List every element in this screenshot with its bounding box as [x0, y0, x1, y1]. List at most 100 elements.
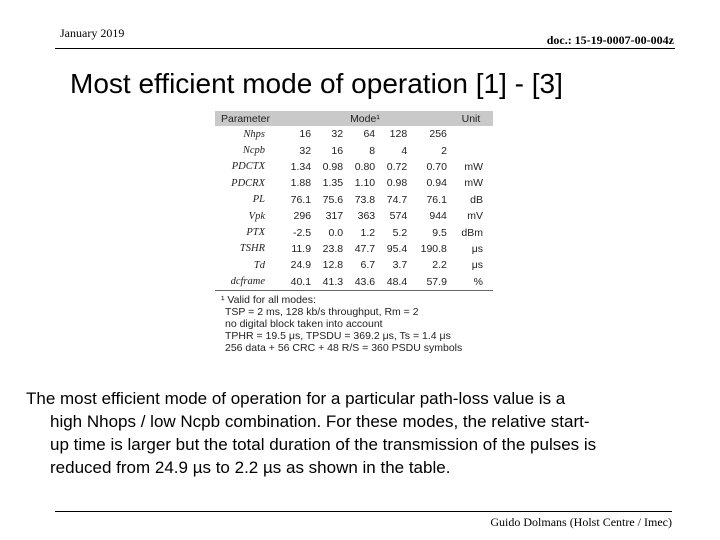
table-cell-value: 2	[441, 144, 447, 157]
table-cell-value: 944	[429, 210, 447, 223]
body-line: up time is larger but the total duration…	[50, 435, 597, 454]
table-cell-value: 48.4	[377, 273, 410, 291]
table-cell-value: 1.2	[360, 226, 376, 239]
table-cell-parameter: dcframe	[215, 273, 281, 291]
table-cell-value: 41.3	[313, 273, 346, 291]
table-cell-unit	[449, 142, 493, 158]
table-cell-unit: dBm	[461, 226, 483, 239]
body-line: reduced from 24.9 µs to 2.2 µs as shown …	[50, 458, 451, 477]
table-cell-value: 16	[299, 128, 312, 141]
table-row: Td 24.9 12.8 6.7 3.7 2.2 μs	[215, 257, 493, 273]
body-line: high Nhops / low Ncpb combination. For t…	[50, 412, 590, 431]
table-cell-parameter: PL	[252, 194, 265, 206]
table-cell-value: 0.98	[386, 177, 408, 190]
table-cell-value: 1.88	[290, 177, 312, 190]
table-row: TSHR 11.9 23.8 47.7 95.4 190.8 μs	[215, 241, 493, 257]
table-cell-value: 43.6	[345, 273, 378, 291]
footer-author: Guido Dolmans (Holst Centre / Imec)	[490, 515, 672, 529]
table-cell-value: 2.2	[432, 259, 447, 272]
header-date: January 2019	[60, 26, 125, 40]
table-cell-value: 296	[293, 210, 312, 223]
table-cell-value: 64	[363, 128, 376, 141]
table-cell-value: 5.2	[392, 226, 408, 239]
table-cell-value: 128	[389, 128, 408, 141]
table-cell-value: 0.80	[354, 160, 376, 173]
table-cell-value: -2.5	[292, 226, 312, 239]
table-cell-value: 74.7	[386, 193, 408, 206]
table-cell-parameter: TSHR	[239, 243, 265, 255]
table-cell-value: 0.70	[426, 160, 447, 173]
table-cell-value: 574	[389, 210, 408, 223]
table-cell-parameter: PTX	[246, 227, 265, 239]
table-header-row: Parameter Mode¹ Unit	[215, 111, 493, 126]
table-cell-value: 57.9	[409, 273, 449, 291]
table-note: TPHR = 19.5 μs, TPSDU = 369.2 μs, Ts = 1…	[225, 329, 451, 342]
table-cell-value: 0.72	[386, 160, 408, 173]
table-cell-unit: mW	[464, 160, 483, 173]
table-cell-unit: mW	[464, 177, 483, 190]
header-doc-number: doc.: 15-19-0007-00-004z	[546, 33, 674, 47]
table-row: Nhps 16 32 64 128 256	[215, 126, 493, 142]
table-cell-unit	[449, 126, 493, 142]
table-cell-value: 9.5	[432, 226, 447, 239]
table-cell-value: 32	[331, 128, 344, 141]
parameter-table: Parameter Mode¹ Unit Nhps 16 32 64 128 256 Ncp…	[215, 111, 493, 291]
table-note: no digital block taken into account	[225, 317, 383, 330]
table-cell-value: 76.1	[426, 193, 447, 206]
table-cell-value: 75.6	[322, 193, 344, 206]
table-body: Nhps 16 32 64 128 256 Ncpb 32 16 8 4 2 PDCTX 1.34 0.98…	[215, 126, 493, 291]
table-row: Vpk 296 317 363 574 944 mV	[215, 208, 493, 224]
table-note: 256 data + 56 CRC + 48 R/S = 360 PSDU sy…	[225, 341, 463, 354]
table-cell-value: 8	[369, 144, 376, 157]
table-cell-value: 4	[401, 144, 408, 157]
table-cell-value: 6.7	[360, 259, 376, 272]
table-cell-value: 190.8	[420, 242, 447, 255]
table-cell-value: 12.8	[322, 259, 344, 272]
table-row: Ncpb 32 16 8 4 2	[215, 142, 493, 158]
table-cell-value: 3.7	[392, 259, 408, 272]
table-cell-value: 0.94	[426, 177, 447, 190]
table-cell-value: 24.9	[290, 259, 312, 272]
table-cell-parameter: Vpk	[248, 210, 265, 222]
table-cell-parameter: Td	[253, 259, 265, 271]
header-unit: Unit	[448, 111, 493, 126]
table-cell-value: 32	[299, 144, 312, 157]
table-notes: ¹ Valid for all modes: TSP = 2 ms, 128 k…	[215, 291, 493, 354]
table-cell-unit: μs	[471, 242, 483, 255]
table-cell-value: 363	[357, 210, 376, 223]
table-row: PL 76.1 75.6 73.8 74.7 76.1 dB	[215, 192, 493, 208]
table-cell-parameter: Nhps	[243, 128, 265, 140]
parameter-table-figure: Parameter Mode¹ Unit Nhps 16 32 64 128 256 Ncp…	[215, 111, 493, 368]
header-parameter: Parameter	[215, 111, 281, 126]
table-cell-value: 47.7	[354, 242, 376, 255]
table-cell-value: 95.4	[386, 242, 408, 255]
table-cell-value: 317	[325, 210, 344, 223]
table-cell-unit: dB	[470, 193, 483, 206]
table-cell-parameter: PDCTX	[231, 161, 265, 173]
table-cell-value: 0.0	[328, 226, 344, 239]
table-cell-value: 1.34	[290, 160, 312, 173]
table-row: PDCTX 1.34 0.98 0.80 0.72 0.70 mW	[215, 159, 493, 175]
table-row: dcframe 40.1 41.3 43.6 48.4 57.9%	[215, 273, 493, 291]
table-cell-value: 23.8	[322, 242, 344, 255]
body-line: The most efficient mode of operation for…	[26, 389, 566, 408]
table-cell-value: 1.35	[322, 177, 344, 190]
table-cell-unit: %	[448, 273, 493, 291]
table-cell-value: 11.9	[291, 242, 312, 255]
table-note: TSP = 2 ms, 128 kb/s throughput, Rm = 2	[225, 305, 419, 318]
table-cell-unit: μs	[471, 259, 483, 272]
table-cell-value: 0.98	[322, 160, 344, 173]
slide-title: Most efficient mode of operation [1] - […	[70, 68, 563, 99]
header-mode: Mode¹	[281, 111, 449, 126]
table-cell-parameter: Ncpb	[242, 145, 265, 157]
body-paragraph: The most efficient mode of operation for…	[26, 387, 698, 479]
table-row: PDCRX 1.88 1.35 1.10 0.98 0.94 mW	[215, 175, 493, 191]
table-cell-value: 256	[429, 128, 447, 141]
table-cell-parameter: PDCRX	[231, 177, 265, 189]
header-divider	[55, 48, 675, 49]
footer-divider	[55, 511, 672, 512]
table-cell-value: 73.8	[354, 193, 376, 206]
table-row: PTX -2.5 0.0 1.2 5.2 9.5 dBm	[215, 224, 493, 240]
table-cell-value: 16	[331, 144, 344, 157]
table-cell-value: 1.10	[354, 177, 376, 190]
